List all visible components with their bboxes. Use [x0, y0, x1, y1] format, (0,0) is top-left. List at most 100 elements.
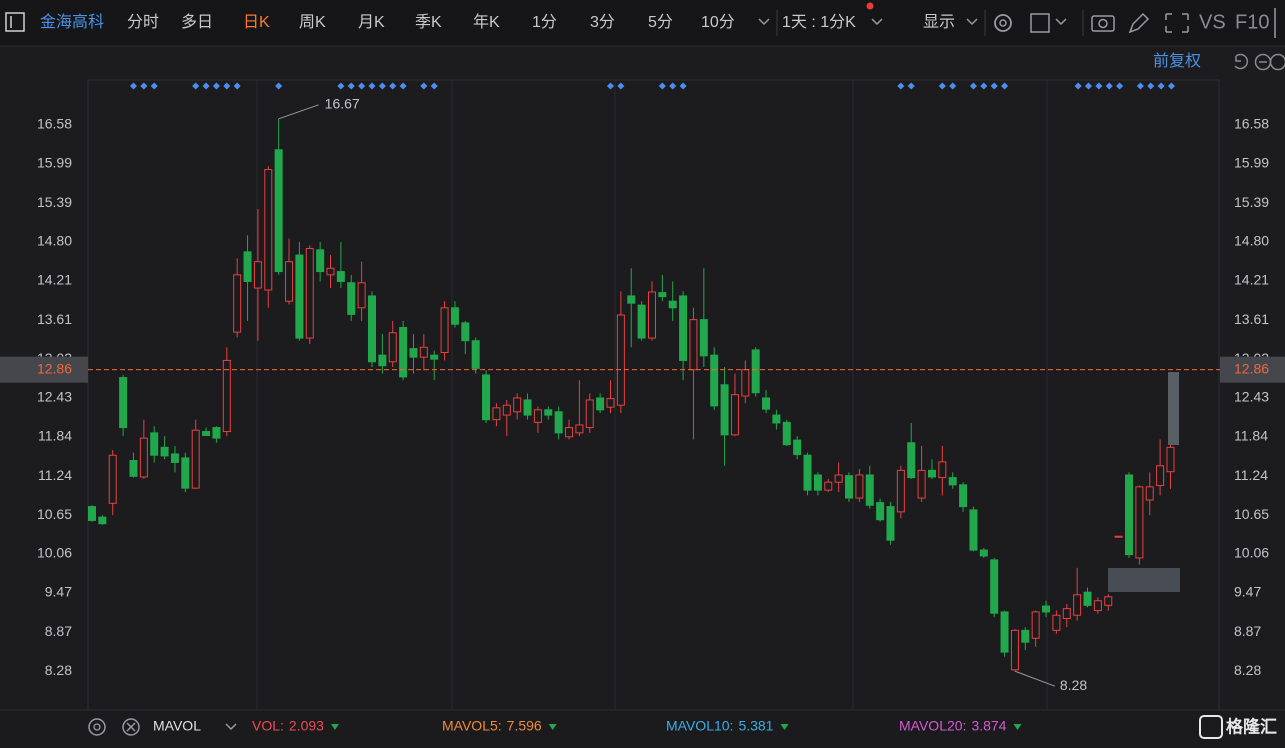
candle-body — [533, 409, 542, 423]
tab[interactable]: 多日 — [181, 13, 213, 31]
f10-button[interactable]: F10 — [1235, 11, 1269, 33]
indicator-settings[interactable] — [88, 718, 106, 736]
last-price-box — [1220, 356, 1285, 383]
camera-lens — [1098, 18, 1108, 29]
tab[interactable]: 周K — [299, 14, 326, 31]
candle-body — [762, 397, 771, 410]
candle-body — [627, 295, 636, 304]
signal-marker — [192, 82, 200, 90]
signal-marker — [969, 82, 977, 90]
stock-name[interactable]: 金海高科 — [40, 13, 104, 31]
y-tick-label: 15.39 — [37, 194, 72, 210]
candle-body — [1156, 465, 1165, 487]
undo-icon[interactable] — [1234, 53, 1249, 70]
y-tick-label-right: 13.61 — [1234, 311, 1269, 327]
pen-icon[interactable] — [1128, 12, 1150, 34]
logo-mark — [1199, 715, 1223, 739]
y-tick-label: 16.58 — [37, 115, 72, 131]
candle-body — [907, 442, 916, 479]
signal-marker — [212, 82, 220, 90]
candle-body — [274, 149, 283, 273]
chevron[interactable] — [1055, 18, 1067, 26]
chevron[interactable] — [966, 18, 978, 26]
candle-body — [119, 377, 128, 429]
vs-button[interactable]: VS — [1199, 11, 1226, 33]
fullscreen-icon[interactable] — [1165, 13, 1189, 33]
candle-body — [969, 509, 978, 551]
candle-body — [959, 484, 968, 508]
tab[interactable]: 日K — [243, 14, 270, 31]
signal-marker — [990, 82, 998, 90]
signal-marker — [980, 82, 988, 90]
sidebar-icon[interactable] — [5, 12, 25, 32]
candle-body — [513, 397, 522, 413]
signal-marker — [658, 82, 666, 90]
y-tick-label-right: 10.06 — [1234, 545, 1269, 561]
candle-body — [1000, 611, 1009, 653]
indicator-value: 2.093 — [289, 718, 324, 734]
zoom-in-icon[interactable] — [1269, 53, 1285, 71]
annotation-leader — [278, 104, 319, 120]
candle-body — [927, 469, 936, 478]
adjust-button[interactable]: 前复权 — [1153, 52, 1201, 70]
candle-body — [461, 322, 470, 342]
candle-body — [523, 399, 532, 416]
camera-icon[interactable] — [1091, 15, 1115, 32]
tab[interactable]: 季K — [415, 13, 442, 31]
candle-body — [253, 261, 262, 289]
y-tick-label: 14.80 — [37, 233, 72, 249]
tab[interactable]: 5分 — [648, 13, 673, 31]
candle-body — [181, 457, 190, 489]
candle-body — [720, 384, 729, 436]
candle-body — [285, 261, 294, 302]
signal-marker — [140, 82, 148, 90]
tab[interactable]: 3分 — [590, 13, 615, 31]
candle-body — [1083, 591, 1092, 606]
tab[interactable]: 月K — [358, 14, 385, 31]
y-tick-label: 14.21 — [37, 271, 72, 287]
indicator-close[interactable] — [122, 718, 140, 736]
candle-body — [492, 407, 501, 421]
indicator-label: MAVOL5: — [442, 718, 502, 734]
indicator-name[interactable]: MAVOL — [153, 718, 201, 734]
candle-body — [399, 327, 408, 378]
candle-body — [845, 475, 854, 499]
chevron[interactable] — [225, 723, 237, 731]
signal-marker — [233, 82, 241, 90]
candle-body — [150, 432, 159, 456]
tab[interactable]: 年K — [473, 13, 500, 31]
candle-body — [419, 346, 428, 358]
candle-body — [782, 421, 791, 446]
box-icon[interactable] — [1030, 13, 1050, 33]
y-tick-label-right: 12.43 — [1234, 389, 1269, 405]
signal-marker — [389, 82, 397, 90]
candle-body — [990, 559, 999, 614]
tab[interactable]: 10分 — [701, 13, 735, 31]
indicator-label: MAVOL10: — [666, 718, 733, 734]
settings-icon-core — [999, 19, 1007, 27]
candle-body — [668, 300, 677, 309]
candle-body — [316, 249, 325, 273]
indicator-value: 5.381 — [738, 718, 773, 734]
signal-marker — [358, 82, 366, 90]
y-tick-label-right: 11.84 — [1234, 428, 1268, 444]
candle-body — [471, 340, 480, 369]
chevron[interactable] — [871, 18, 883, 26]
settings-icon[interactable] — [994, 14, 1012, 32]
candle-body — [202, 431, 211, 436]
chevron[interactable] — [758, 18, 770, 26]
period-select[interactable]: 1天 : 1分K — [782, 13, 856, 31]
indicator-value: 3.874 — [971, 718, 1006, 734]
candle-body — [824, 481, 833, 491]
candle-body — [803, 454, 812, 491]
display-menu[interactable]: 显示 — [923, 14, 955, 31]
y-tick-label: 10.06 — [37, 545, 72, 561]
candle-body — [938, 461, 947, 479]
candle-body — [886, 506, 895, 541]
signal-marker — [275, 82, 283, 90]
candle-body — [585, 399, 594, 429]
tab[interactable]: 1分 — [532, 13, 557, 31]
tab[interactable]: 分时 — [127, 13, 159, 31]
